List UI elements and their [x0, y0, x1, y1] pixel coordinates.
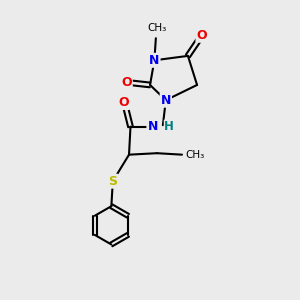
Text: H: H	[164, 120, 174, 133]
Text: S: S	[108, 175, 117, 188]
Text: N: N	[160, 94, 171, 107]
Text: O: O	[196, 29, 207, 42]
Text: O: O	[118, 96, 129, 109]
Text: CH₃: CH₃	[185, 150, 205, 160]
Text: N: N	[149, 54, 160, 67]
Text: N: N	[147, 120, 158, 133]
Text: CH₃: CH₃	[148, 23, 167, 33]
Text: O: O	[121, 76, 132, 89]
